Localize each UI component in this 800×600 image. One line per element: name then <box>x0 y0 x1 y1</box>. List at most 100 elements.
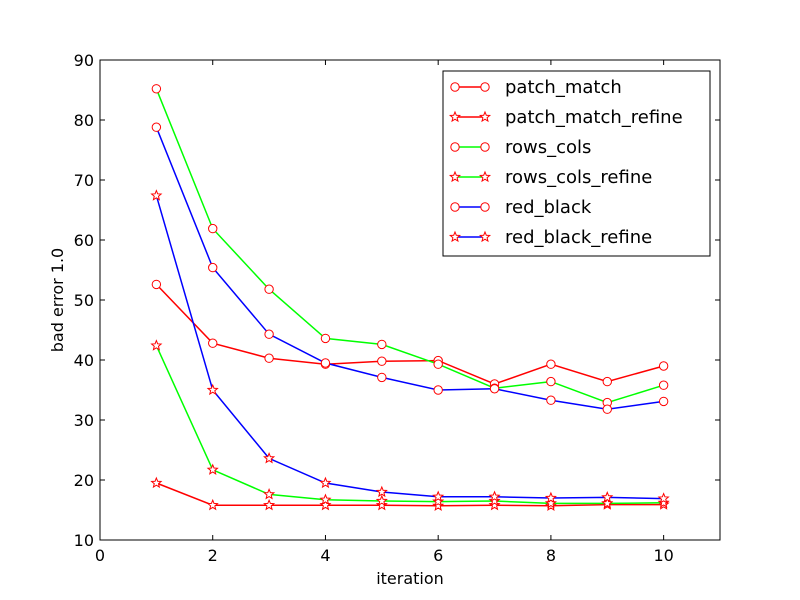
data-point-patch_match-5 <box>377 356 387 366</box>
data-point-red_black_refine-7 <box>488 490 501 502</box>
data-point-red_black-5 <box>377 372 387 383</box>
data-point-patch_match-9 <box>602 376 612 387</box>
data-point-patch_match-10 <box>658 361 669 371</box>
data-point-red_black_refine-2 <box>206 383 219 396</box>
legend-marker <box>478 170 492 183</box>
data-point-red_black-7 <box>489 384 500 394</box>
y-tick-label: 40 <box>74 351 94 370</box>
data-point-rows_cols_refine-9 <box>601 497 614 509</box>
series-red_black_refine <box>150 189 670 504</box>
data-point-patch_match_refine-3 <box>263 498 276 511</box>
legend: patch_match patch_match_refine rows_colsro… <box>442 70 711 257</box>
data-point-patch_match_refine-6 <box>432 499 445 511</box>
data-point-red_black-6 <box>433 385 443 395</box>
series-red_black <box>151 122 669 414</box>
legend-label: red_black_refine <box>505 227 652 248</box>
x-tick-label: 10 <box>653 546 673 565</box>
data-point-red_black_refine-1 <box>150 189 163 201</box>
x-tick-label: 4 <box>320 546 330 565</box>
data-point-patch_match-8 <box>546 359 556 369</box>
y-tick-label: 30 <box>74 411 94 430</box>
data-point-patch_match_refine-7 <box>488 498 501 511</box>
x-tick-label: 0 <box>95 546 105 565</box>
legend-label: rows_cols <box>505 137 591 158</box>
data-point-red_black-9 <box>602 404 612 414</box>
series-line-red_black <box>155 126 664 410</box>
x-tick-label: 2 <box>208 546 218 565</box>
data-point-rows_cols-10 <box>658 380 669 390</box>
data-point-rows_cols_refine-5 <box>375 494 388 507</box>
series-line-rows_cols <box>155 88 664 404</box>
data-point-rows_cols_refine-7 <box>488 494 501 507</box>
legend-item-rows_cols: rows_cols <box>450 137 591 158</box>
data-point-rows_cols-3 <box>264 284 274 294</box>
data-point-rows_cols-2 <box>208 223 218 234</box>
y-tick-label: 50 <box>74 291 94 310</box>
data-point-patch_match-2 <box>208 338 218 348</box>
data-point-red_black_refine-4 <box>319 476 332 489</box>
legend-item-patch_match_refine: patch_match_refine <box>448 107 683 128</box>
legend-item-rows_cols_refine: rows_cols_refine <box>448 167 652 188</box>
x-axis-label: iteration <box>376 569 444 588</box>
series-patch_match_refine <box>150 476 670 511</box>
legend-marker <box>450 202 460 212</box>
data-point-patch_match_refine-1 <box>150 476 163 489</box>
data-point-rows_cols-6 <box>433 359 443 369</box>
data-point-patch_match_refine-2 <box>206 498 219 511</box>
data-point-rows_cols_refine-4 <box>319 493 332 505</box>
series-line-patch_match_refine <box>156 482 664 507</box>
data-point-red_black-2 <box>208 262 218 273</box>
data-point-red_black_refine-8 <box>544 491 557 504</box>
legend-label: rows_cols_refine <box>505 167 652 188</box>
legend-item-red_black: red_black <box>450 197 592 218</box>
data-point-rows_cols_refine-1 <box>150 339 163 351</box>
legend-label: red_black <box>505 197 592 218</box>
legend-marker <box>480 202 490 212</box>
y-tick-label: 20 <box>74 471 94 490</box>
series-rows_cols_refine <box>150 339 670 509</box>
legend-marker <box>480 82 490 92</box>
data-point-rows_cols-5 <box>377 339 387 350</box>
y-tick-label: 60 <box>74 231 94 250</box>
series-line-red_black_refine <box>155 195 664 500</box>
data-point-red_black-1 <box>151 122 162 132</box>
axes: 0 2 4 6 8 10 10 20 30 40 50 60 70 80 90 <box>74 51 721 565</box>
data-point-rows_cols-1 <box>151 84 162 94</box>
data-point-rows_cols-4 <box>320 333 331 344</box>
y-tick-label: 70 <box>74 171 94 190</box>
y-axis-label: bad error 1.0 <box>48 248 67 352</box>
x-tick-label: 6 <box>433 546 443 565</box>
data-point-red_black-3 <box>264 329 274 339</box>
legend-marker <box>448 230 462 243</box>
data-point-rows_cols_refine-6 <box>432 495 445 507</box>
legend-marker <box>480 142 490 152</box>
data-point-rows_cols-8 <box>546 376 556 387</box>
legend-item-red_black_refine: red_black_refine <box>448 227 652 248</box>
legend-marker <box>448 170 462 183</box>
series-line-patch_match <box>155 283 664 385</box>
data-point-red_black_refine-6 <box>432 490 445 502</box>
y-tick-label: 80 <box>74 111 94 130</box>
y-tick-label: 10 <box>74 531 94 550</box>
data-point-patch_match-1 <box>151 279 162 290</box>
legend-label: patch_match_refine <box>505 107 683 128</box>
data-point-rows_cols_refine-2 <box>206 463 219 475</box>
data-point-red_black_refine-9 <box>601 491 614 503</box>
legend-marker <box>478 230 492 243</box>
legend-item-patch_match: patch_match <box>450 77 622 98</box>
data-point-red_black-8 <box>546 395 556 405</box>
series-rows_cols <box>151 84 669 408</box>
legend-marker <box>450 142 460 152</box>
data-point-patch_match-3 <box>264 353 274 363</box>
data-point-rows_cols_refine-10 <box>657 496 670 508</box>
data-point-rows_cols_refine-3 <box>263 488 276 500</box>
data-point-red_black_refine-5 <box>375 485 388 498</box>
legend-marker <box>478 110 492 123</box>
plot-area <box>150 84 670 511</box>
y-tick-label: 90 <box>74 51 94 70</box>
legend-box <box>442 70 711 257</box>
series-patch_match <box>151 279 669 389</box>
data-point-red_black-4 <box>320 358 331 368</box>
data-point-red_black_refine-3 <box>263 452 276 464</box>
